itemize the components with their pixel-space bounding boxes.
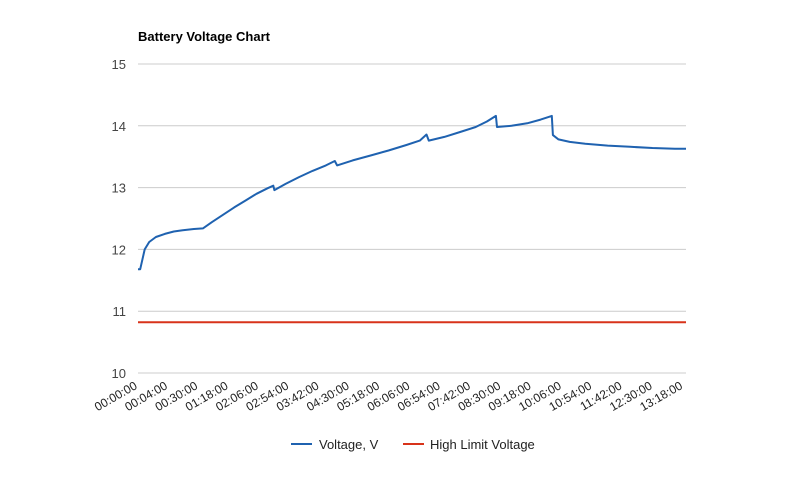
series-line-0 [138,114,686,271]
y-tick-label: 15 [112,57,126,72]
y-tick-label: 11 [113,304,127,319]
y-tick-label: 14 [112,119,126,134]
grid-layer [138,63,686,374]
legend-item-0[interactable]: Voltage, V [291,437,379,452]
y-tick-label: 10 [112,366,126,381]
legend-label: Voltage, V [319,437,379,452]
y-tick-label: 13 [112,181,126,196]
legend-item-1[interactable]: High Limit Voltage [403,437,535,452]
legend[interactable]: Voltage, V High Limit Voltage [291,437,535,452]
chart-title: Battery Voltage Chart [138,29,271,44]
y-axis-ticks: 10 11 12 13 14 15 [112,57,126,381]
y-tick-label: 12 [112,242,126,257]
legend-label: High Limit Voltage [430,437,535,452]
series-layer [138,114,686,324]
x-axis-ticks: 00:00:0000:04:0000:30:0001:18:0002:06:00… [92,378,685,414]
